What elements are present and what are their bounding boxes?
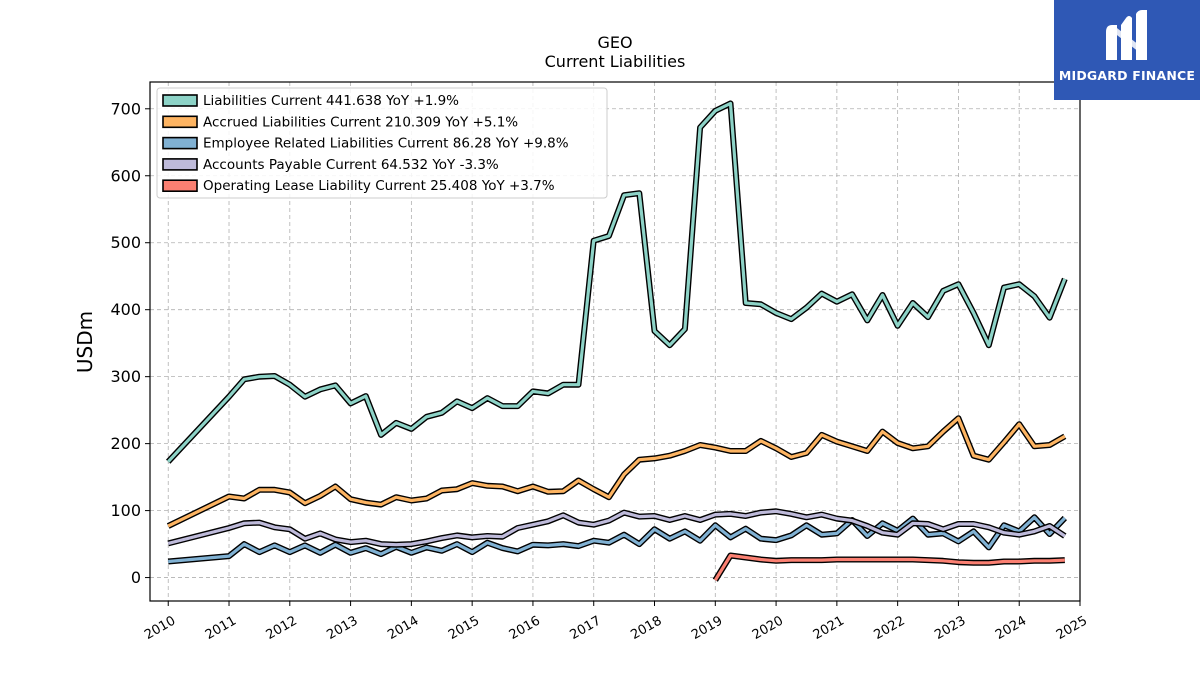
x-tick-label: 2013 — [324, 613, 360, 643]
legend-label-0: Liabilities Current 441.638 YoY +1.9% — [203, 93, 459, 109]
y-tick-label: 0 — [131, 568, 141, 587]
midgard-m-logo-icon — [1106, 10, 1147, 60]
y-tick-label: 700 — [110, 99, 141, 118]
legend-label-1: Accrued Liabilities Current 210.309 YoY … — [203, 114, 518, 130]
legend-label-3: Accounts Payable Current 64.532 YoY -3.3… — [203, 157, 499, 173]
midgard-finance-logo: MIDGARD FINANCE — [1054, 0, 1200, 100]
series-outline-1 — [166, 415, 1067, 529]
x-ticks: 2010 2011 2012 2013 2014 2015 2016 2017 2018 2019… — [142, 601, 1090, 643]
series-lines — [166, 100, 1068, 582]
legend-swatch-1 — [162, 115, 198, 129]
legend-label-2: Employee Related Liabilities Current 86.… — [203, 136, 569, 152]
y-tick-label: 600 — [110, 166, 141, 185]
y-tick-label: 300 — [110, 367, 141, 386]
series-line-2 — [168, 515, 1066, 564]
x-tick-label: 2020 — [750, 613, 786, 643]
x-tick-label: 2024 — [993, 613, 1029, 643]
chart-subtitle: Current Liabilities — [545, 52, 686, 71]
legend-box — [156, 87, 608, 199]
series-line-1 — [167, 416, 1066, 528]
plot-frame — [149, 81, 1081, 602]
y-axis-label: USDm — [73, 311, 97, 373]
legend-swatch-0 — [162, 94, 198, 107]
legend-label-4: Operating Lease Liability Current 25.408… — [203, 178, 555, 194]
x-tick-label: 2011 — [203, 613, 239, 643]
x-tick-label: 2025 — [1054, 613, 1090, 643]
series-line-4 — [713, 553, 1065, 582]
legend: Liabilities Current 441.638 YoY +1.9% Acc… — [156, 87, 608, 199]
series-line-3 — [167, 509, 1066, 547]
x-tick-label: 2014 — [385, 613, 421, 643]
x-tick-label: 2019 — [689, 613, 725, 643]
x-tick-label: 2023 — [932, 613, 968, 643]
y-tick-label: 100 — [110, 501, 141, 520]
legend-swatch-4 — [162, 179, 198, 192]
y-tick-label: 500 — [110, 233, 141, 252]
y-ticks: 0 100 200 300 400 500 600 700 — [110, 99, 150, 587]
y-tick-label: 400 — [110, 300, 141, 319]
x-tick-label: 2021 — [811, 613, 847, 643]
legend-swatch-3 — [162, 158, 198, 171]
logo-brand-name: MIDGARD FINANCE — [1058, 68, 1196, 83]
y-tick-label: 200 — [110, 434, 141, 453]
x-tick-label: 2022 — [871, 613, 907, 643]
x-tick-label: 2012 — [264, 613, 300, 643]
chart-title: GEO — [597, 33, 632, 52]
x-tick-label: 2017 — [568, 613, 604, 643]
legend-swatch-2 — [162, 136, 198, 150]
x-tick-label: 2018 — [628, 613, 664, 643]
x-tick-label: 2015 — [446, 613, 482, 643]
x-tick-label: 2016 — [507, 613, 543, 643]
x-tick-label: 2010 — [142, 613, 178, 643]
series-line-0 — [167, 101, 1067, 463]
